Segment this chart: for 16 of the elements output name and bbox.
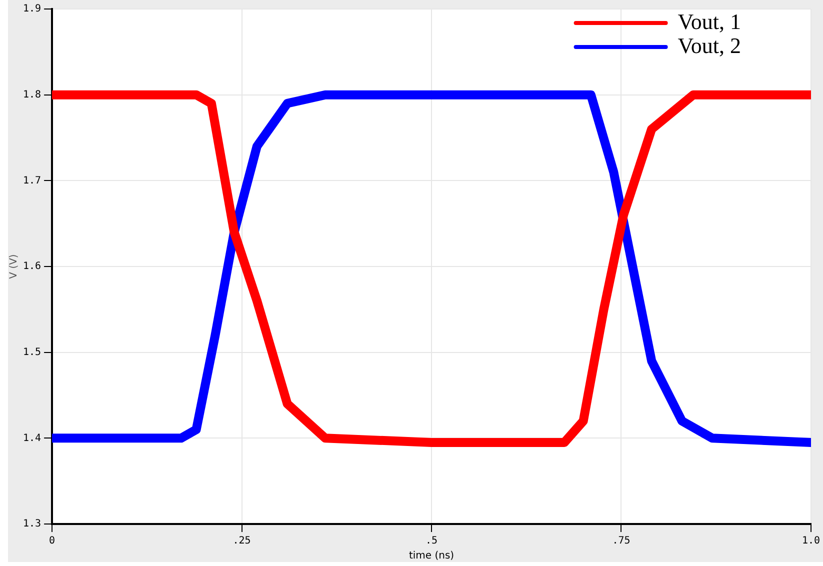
x-axis-title: time (ns) (408, 550, 454, 562)
y-tick-label: 1.6 (23, 261, 42, 272)
legend-label: Vout, 2 (678, 32, 741, 58)
y-tick-label: 1.9 (23, 4, 42, 15)
x-tick-label: .5 (425, 536, 438, 547)
x-tick-label: 1.0 (802, 536, 820, 547)
y-axis-title: V (V) (8, 254, 20, 279)
y-tick-label: 1.3 (23, 518, 42, 530)
x-tick-label: .75 (612, 536, 630, 547)
x-tick-label: .25 (232, 536, 251, 547)
y-tick-label: 1.4 (23, 432, 42, 444)
x-tick-label: 0 (49, 536, 56, 547)
y-tick-label: 1.7 (23, 175, 42, 186)
legend-label: Vout, 1 (678, 8, 741, 34)
y-tick-label: 1.8 (23, 89, 42, 100)
y-tick-label: 1.5 (23, 346, 42, 358)
